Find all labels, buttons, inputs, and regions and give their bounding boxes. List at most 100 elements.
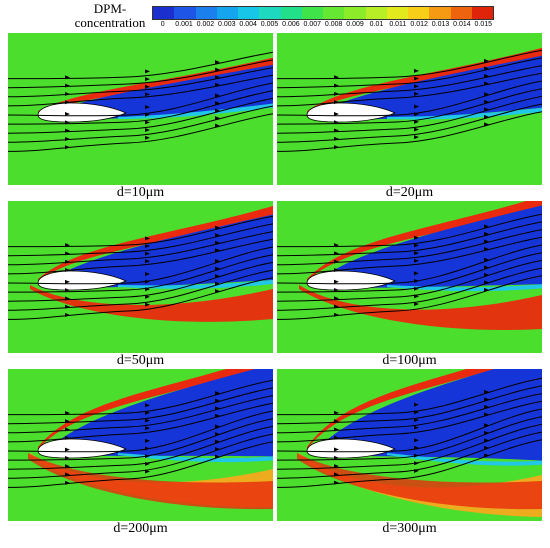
streamline-arrow bbox=[484, 287, 489, 292]
streamline-arrow bbox=[484, 412, 489, 417]
streamline-arrow bbox=[414, 453, 419, 458]
streamline-arrow bbox=[414, 468, 419, 473]
streamline-arrow bbox=[484, 81, 489, 86]
streamline-arrow bbox=[334, 419, 339, 424]
streamline-arrow bbox=[484, 73, 489, 78]
airfoil bbox=[306, 270, 396, 291]
streamline-arrow bbox=[334, 304, 339, 309]
streamline bbox=[277, 72, 542, 107]
streamline-arrow bbox=[334, 472, 339, 477]
streamline-arrow bbox=[334, 427, 339, 432]
streamline bbox=[277, 408, 542, 453]
contour-panel bbox=[8, 33, 273, 185]
legend-swatch bbox=[323, 7, 345, 19]
streamline-arrow bbox=[484, 272, 489, 277]
streamline-arrow bbox=[215, 240, 220, 245]
contour-plot bbox=[277, 369, 542, 521]
streamline-arrow bbox=[215, 123, 220, 128]
legend-tick-label: 0.01 bbox=[369, 21, 384, 28]
legend-swatch bbox=[195, 7, 217, 19]
streamline-arrow bbox=[215, 274, 220, 279]
streamline-arrow bbox=[215, 67, 220, 72]
legend-swatch bbox=[280, 7, 302, 19]
streamline-arrow bbox=[484, 99, 489, 104]
streamline-arrow bbox=[484, 246, 489, 251]
streamline-arrow bbox=[65, 419, 70, 424]
streamline-arrow bbox=[65, 410, 70, 415]
streamline-arrow bbox=[215, 454, 220, 459]
streamline-arrow bbox=[334, 464, 339, 469]
streamline-arrow bbox=[334, 251, 339, 256]
streamline-arrow bbox=[65, 120, 70, 125]
streamline bbox=[8, 418, 273, 461]
streamline-arrow bbox=[145, 454, 150, 459]
streamline-arrow bbox=[145, 403, 150, 408]
streamline-arrow bbox=[414, 445, 419, 450]
streamline bbox=[277, 259, 542, 302]
streamline bbox=[277, 103, 542, 143]
streamline bbox=[277, 267, 542, 311]
contour-plot bbox=[277, 201, 542, 353]
streamline-arrow bbox=[484, 389, 489, 394]
streamline-arrow bbox=[65, 296, 70, 301]
legend-swatch bbox=[365, 7, 387, 19]
streamline-arrow bbox=[145, 105, 150, 110]
streamline bbox=[277, 377, 542, 416]
legend-title: DPM- concentration bbox=[70, 2, 150, 30]
streamline-arrow bbox=[334, 91, 339, 96]
streamline bbox=[8, 231, 273, 266]
streamline-arrow bbox=[414, 127, 419, 132]
streamline bbox=[277, 385, 542, 425]
streamline-arrow bbox=[414, 135, 419, 140]
legend-colorbar bbox=[152, 6, 494, 20]
streamline-arrow bbox=[65, 100, 70, 105]
streamline-arrow bbox=[65, 435, 70, 440]
streamline-arrow bbox=[334, 455, 339, 460]
legend-title-line-1: DPM- bbox=[93, 1, 127, 16]
contour-plot bbox=[8, 369, 273, 521]
streamline bbox=[277, 95, 542, 134]
streamline bbox=[277, 221, 542, 257]
streamline-arrow bbox=[414, 438, 419, 443]
streamline-arrow bbox=[145, 271, 150, 276]
streamline-arrow bbox=[484, 66, 489, 71]
streamline-arrow bbox=[334, 145, 339, 150]
streamline-arrow bbox=[334, 75, 339, 80]
legend-swatch bbox=[153, 7, 175, 19]
streamline bbox=[8, 51, 273, 80]
streamline-arrow bbox=[145, 135, 150, 140]
streamline bbox=[8, 238, 273, 275]
legend-ticks: 0 0.001 0.002 0.003 0.004 0.005 0.006 0.007 0.00… bbox=[152, 21, 494, 33]
legend-swatch bbox=[344, 7, 366, 19]
streamline-arrow bbox=[65, 427, 70, 432]
streamline-arrow bbox=[414, 410, 419, 415]
legend-swatch bbox=[301, 7, 323, 19]
streamline bbox=[8, 402, 273, 443]
streamline-arrow bbox=[215, 82, 220, 87]
legend-swatch bbox=[174, 7, 196, 19]
streamline-arrow bbox=[215, 116, 220, 121]
streamline-arrow bbox=[215, 108, 220, 113]
streamline-arrow bbox=[65, 136, 70, 141]
streamline-arrow bbox=[334, 111, 339, 116]
streamline-arrow bbox=[65, 288, 70, 293]
legend-swatch bbox=[259, 7, 281, 19]
streamline-arrow bbox=[414, 279, 419, 284]
streamline-arrow bbox=[215, 266, 220, 271]
streamline-arrow bbox=[65, 313, 70, 318]
streamline-arrow bbox=[334, 296, 339, 301]
streamline-arrow bbox=[334, 480, 339, 485]
streamline-arrow bbox=[414, 461, 419, 466]
streamline-arrow bbox=[484, 265, 489, 270]
streamline-arrow bbox=[145, 77, 150, 82]
streamline bbox=[8, 425, 273, 470]
high-concentration-lower bbox=[28, 453, 273, 510]
streamline bbox=[277, 229, 542, 266]
streamline-arrow bbox=[145, 243, 150, 248]
legend-tick-label: 0.015 bbox=[474, 21, 493, 28]
contour-panel bbox=[277, 369, 542, 521]
streamline-arrow bbox=[215, 93, 220, 98]
streamline bbox=[8, 223, 273, 257]
streamline-arrow bbox=[484, 438, 489, 443]
streamline-arrow bbox=[484, 92, 489, 97]
